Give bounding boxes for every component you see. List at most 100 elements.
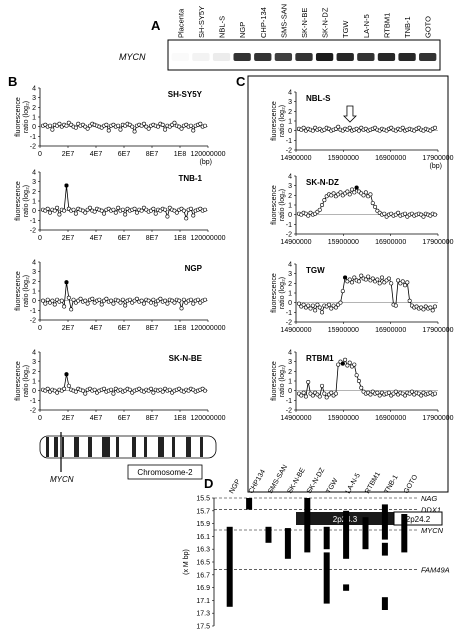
x-tick-label: 2E7 [62,151,75,158]
data-point [92,387,97,392]
data-point [172,120,177,125]
d-y-tick-label: 17.3 [196,611,210,618]
panel-a-letter: A [151,18,161,33]
data-point [188,297,193,302]
y-tick-label: 2 [32,279,36,286]
d-amplicon-bar [323,526,330,550]
x-tick-label: 1E8 [174,151,187,158]
y-tick-label: 4 [288,174,292,181]
data-point [317,305,322,310]
d-lane-label: SK-N-DZ [306,466,327,495]
y-axis-label: fluorescence [271,361,278,401]
data-point [350,280,355,285]
y-tick-label: 0 [288,300,292,307]
data-point [301,302,306,307]
y-axis-label: ratio (log₂) [23,185,30,217]
data-point [151,206,156,211]
x-unit-label: (bp) [200,159,212,166]
gel-band [274,53,293,61]
d-amplicon-bar [401,514,408,553]
data-point [191,301,196,306]
data-point [301,390,306,395]
data-point [132,129,137,134]
data-point [99,208,104,213]
data-point [421,307,426,312]
d-amplicon-bar [246,498,253,510]
data-point [359,273,364,278]
y-axis-label: fluorescence [15,361,22,401]
gel-band [315,53,334,61]
data-point [326,302,331,307]
data-point [165,301,170,306]
y-tick-label: 2 [288,369,292,376]
gel-band [398,53,416,61]
plot-title: TNB-1 [178,174,202,183]
data-point [174,210,179,215]
gel-lane-label: SMS-SAN [279,4,288,38]
y-tick-label: 3 [32,179,36,186]
d-y-tick-label: 15.9 [196,521,210,528]
chromosome-band [116,437,119,457]
chromosome-band [186,437,191,457]
gel-lane-label: NBL-S [218,16,227,38]
data-point [409,389,414,394]
x-unit-label: (bp) [430,163,442,170]
data-point [198,121,203,126]
data-point [102,386,107,391]
gel-row-label: MYCN [119,52,146,62]
data-point [109,298,114,303]
d-amplicon-bar [226,526,233,607]
x-tick-label: 17900000 [422,415,453,422]
data-point [400,125,405,130]
cgh-plot: 4 3 2 1 0 -1 -2 fluorescence ratio (log₂) NBL-S 14… [271,90,454,171]
x-tick-label: 4E7 [90,235,103,242]
cgh-plot: 4 3 2 1 0 -1 -2 fluorescence ratio (log₂) TGW 1490… [271,262,454,335]
d-lane-label: SMS-SAN [267,464,289,495]
gel-lane-label: RTBM1 [382,13,391,38]
data-point [102,211,107,216]
data-point [386,390,391,395]
data-point [352,362,357,367]
x-tick-label: 16900000 [375,327,406,334]
y-axis-label: fluorescence [271,273,278,313]
mycn-locus-label: MYCN [50,475,74,484]
d-gene-label: NAG [421,494,437,503]
data-point [130,124,135,129]
gel-bands [171,53,437,61]
data-point [111,301,116,306]
d-amplicon-bar [343,510,350,559]
data-point [45,297,50,302]
cgh-plot: 4 3 2 1 0 -1 -2 fluorescence ratio (log₂) NGP 0 2E7… [15,260,226,333]
data-point [120,207,125,212]
data-point [97,297,102,302]
data-point [134,296,139,301]
y-tick-label: 3 [32,359,36,366]
data-point [308,306,313,311]
data-point [375,277,380,282]
y-tick-label: 3 [288,99,292,106]
x-tick-label: 2E7 [62,235,75,242]
d-y-axis-label: (x M bp) [183,549,190,575]
chromosome-band [46,437,49,457]
data-point [116,123,121,128]
d-y-tick-label: 15.7 [196,508,210,515]
y-tick-label: -2 [286,148,292,155]
d-gene-label: FAM49A [421,566,450,575]
data-point [350,187,355,192]
plot-title: SK-N-DZ [306,178,339,187]
d-lane-label: NGP [228,478,242,495]
gel-band [419,53,437,61]
gel-lane-label: SK-N-DZ [321,7,330,38]
chromosome-band [172,437,175,457]
data-point [419,393,424,398]
panel-b-letter: B [8,74,17,89]
data-point [52,208,57,213]
data-point [141,301,146,306]
y-axis-label: fluorescence [271,101,278,141]
data-point [120,297,125,302]
data-point [191,213,196,218]
data-point [296,301,301,306]
mycn-peak-marker [354,185,359,190]
data-point [377,393,382,398]
y-tick-label: 0 [32,208,36,215]
